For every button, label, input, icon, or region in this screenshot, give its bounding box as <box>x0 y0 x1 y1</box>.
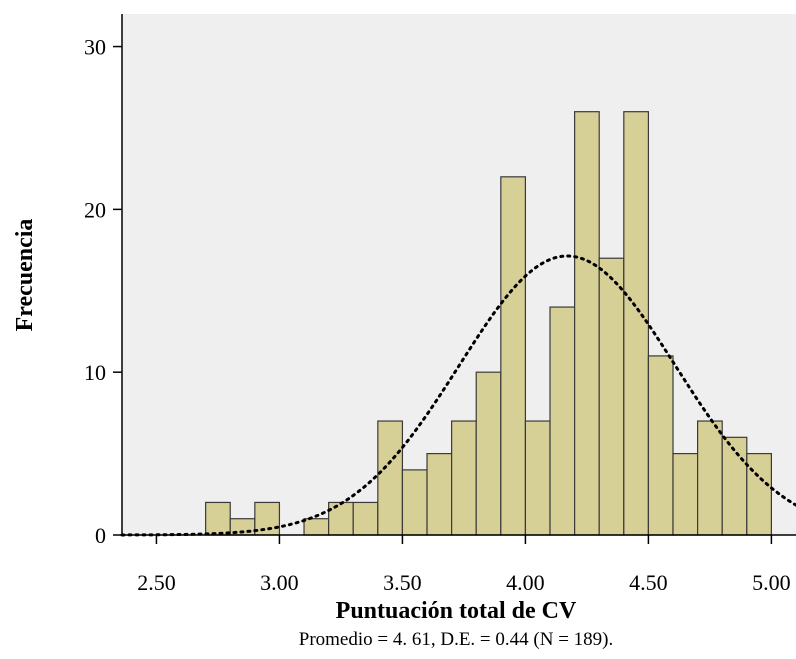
normal-curve <box>120 254 796 537</box>
histogram-bar <box>303 518 330 536</box>
histogram-bar <box>746 452 773 536</box>
x-ticks-group: 2.50 3.00 3.50 4.00 4.50 5.00 <box>137 535 791 595</box>
histogram-bar <box>721 436 748 536</box>
histogram-bar <box>549 306 576 536</box>
histogram-bar <box>574 111 600 536</box>
y-axis-title: Frecuencia <box>12 219 38 332</box>
histogram-bar <box>205 501 231 536</box>
x-tick-label: 4.00 <box>506 570 545 595</box>
histogram-bar <box>697 420 723 536</box>
histogram-bar <box>401 469 428 536</box>
x-tick-label: 3.00 <box>260 570 299 595</box>
histogram-bar <box>475 371 502 536</box>
histogram-bar <box>647 355 674 536</box>
histogram-bar <box>500 176 527 536</box>
histogram-bar <box>524 420 551 536</box>
histogram-bar <box>598 257 625 536</box>
histogram-bar <box>451 420 477 536</box>
histogram-bar <box>352 501 379 536</box>
histogram-bar <box>426 452 453 536</box>
bars-group <box>205 111 773 536</box>
x-axis-title: Puntuación total de CV <box>336 598 577 624</box>
y-tick-label: 20 <box>84 197 106 222</box>
histogram-bar <box>672 452 699 536</box>
y-tick-label: 0 <box>95 523 106 548</box>
histogram-bar <box>623 111 650 536</box>
histogram-bar <box>254 501 281 536</box>
y-tick-label: 10 <box>84 360 106 385</box>
x-tick-label: 4.50 <box>629 570 668 595</box>
x-tick-label: 2.50 <box>137 570 176 595</box>
chart-caption: Promedio = 4. 61, D.E. = 0.44 (N = 189). <box>299 629 613 650</box>
y-ticks-group: 0 10 20 30 <box>84 35 122 548</box>
histogram-bar <box>377 420 404 536</box>
x-tick-label: 3.50 <box>383 570 422 595</box>
x-tick-label: 5.00 <box>752 570 791 595</box>
histogram-bar <box>328 501 354 536</box>
y-tick-label: 30 <box>84 35 106 60</box>
